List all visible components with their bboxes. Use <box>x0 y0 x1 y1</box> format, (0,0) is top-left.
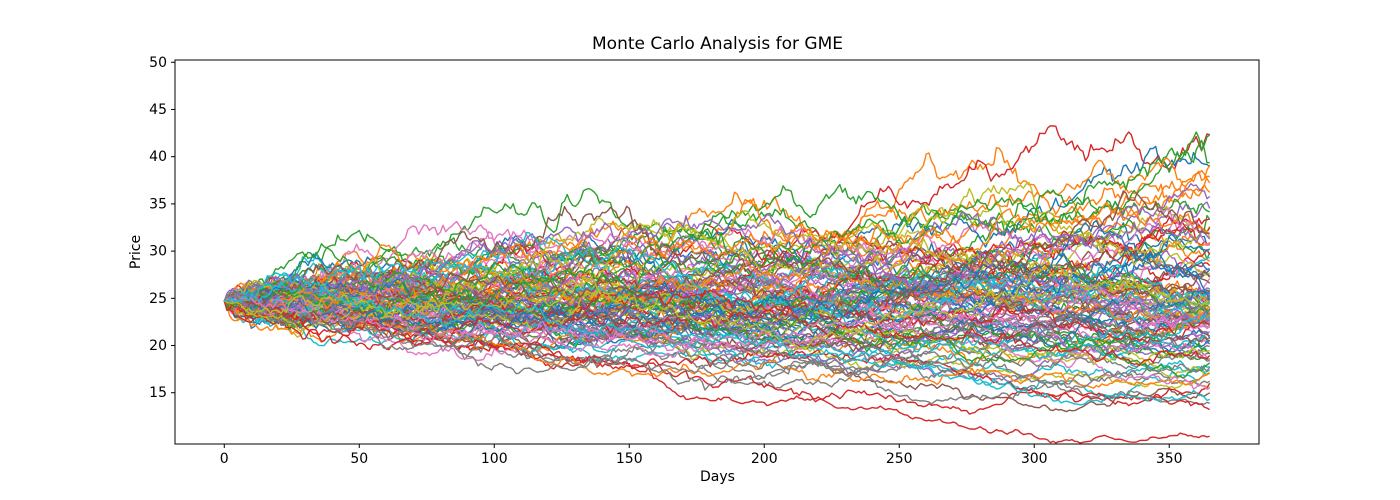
simulation-path <box>224 183 1210 308</box>
x-tick-label: 150 <box>616 451 643 467</box>
chart-title: Monte Carlo Analysis for GME <box>592 34 843 54</box>
simulation-path <box>223 295 1211 405</box>
simulation-paths <box>223 125 1211 444</box>
x-tick-label: 250 <box>886 451 913 467</box>
simulation-path <box>224 190 1210 327</box>
simulation-path <box>224 299 1211 344</box>
x-tick-label: 50 <box>350 451 368 467</box>
simulation-path <box>223 275 1211 354</box>
simulation-path <box>223 208 1210 310</box>
simulation-path <box>224 282 1211 367</box>
x-axis-label: Days <box>700 469 735 485</box>
x-tick-label: 0 <box>220 451 229 467</box>
simulation-path <box>224 205 1211 314</box>
simulation-path <box>223 289 1211 366</box>
simulation-path <box>223 261 1211 379</box>
y-tick-label: 50 <box>149 55 167 71</box>
y-tick-label: 25 <box>149 291 167 307</box>
simulation-path <box>223 283 1211 352</box>
y-axis-label: Price <box>128 234 144 270</box>
simulation-path <box>223 300 1211 411</box>
x-tick-label: 350 <box>1156 451 1183 467</box>
y-tick-label: 45 <box>149 102 167 118</box>
simulation-path <box>223 131 1211 314</box>
simulation-path <box>224 218 1211 323</box>
simulation-path <box>224 281 1210 361</box>
x-tick-label: 100 <box>481 451 508 467</box>
simulation-path <box>224 265 1210 349</box>
y-tick-label: 35 <box>149 196 167 212</box>
simulation-path <box>223 219 1211 339</box>
simulation-path <box>224 213 1211 311</box>
simulation-path <box>223 291 1210 374</box>
y-tick-label: 20 <box>149 338 167 354</box>
simulation-path <box>223 295 1211 389</box>
y-tick-label: 15 <box>149 385 167 401</box>
simulation-path <box>223 182 1211 302</box>
x-tick-label: 300 <box>1021 451 1048 467</box>
plot-border <box>174 59 1260 445</box>
y-tick-label: 40 <box>149 149 167 165</box>
simulation-path <box>223 231 1210 360</box>
simulation-path <box>224 276 1210 406</box>
x-tick-label: 200 <box>751 451 778 467</box>
y-tick-label: 30 <box>149 244 167 260</box>
